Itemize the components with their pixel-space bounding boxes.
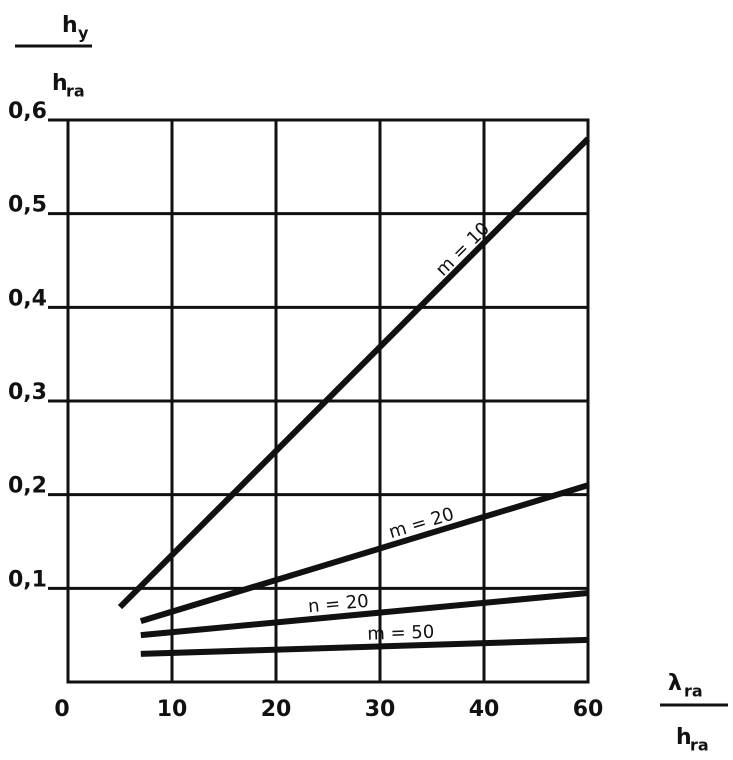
x-label-num: λ xyxy=(668,671,682,696)
x-tick-label: 30 xyxy=(365,697,396,722)
y-tick-label: 0,4 xyxy=(8,286,47,311)
data-line xyxy=(140,636,589,657)
y-label-den: h xyxy=(52,71,68,96)
x-tick-label: 10 xyxy=(157,697,188,722)
y-tick-label: 0,6 xyxy=(8,99,47,124)
x-tick-label: 40 xyxy=(469,697,500,722)
data-line xyxy=(140,590,589,639)
x-tick-label: 0 xyxy=(54,697,69,722)
line-label: m = 50 xyxy=(367,622,435,645)
y-tick-label: 0,1 xyxy=(8,567,47,592)
data-line xyxy=(139,482,589,624)
y-label-den-sub: ra xyxy=(66,82,85,101)
x-label-den-sub: ra xyxy=(690,736,709,755)
y-tick-label: 0,2 xyxy=(8,474,47,499)
x-tick-label: 60 xyxy=(573,697,604,722)
y-tick-label: 0,3 xyxy=(8,380,47,405)
x-axis-label: λ ra h ra xyxy=(660,671,728,755)
x-label-den: h xyxy=(676,725,692,750)
y-tick-label: 0,5 xyxy=(8,193,47,218)
y-label-num: h xyxy=(62,13,78,38)
x-label-num-sub: ra xyxy=(684,682,703,701)
y-label-num-sub: y xyxy=(78,24,89,43)
data-line xyxy=(117,136,591,610)
y-axis-label: h y h ra xyxy=(15,13,92,101)
x-tick-label: 20 xyxy=(261,697,292,722)
